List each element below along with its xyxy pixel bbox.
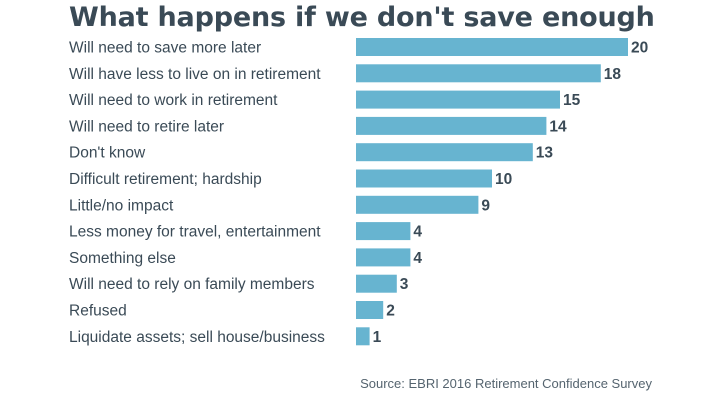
category-label: Less money for travel, entertainment: [69, 224, 321, 241]
bar: [356, 301, 384, 319]
category-label: Little/no impact: [69, 197, 174, 214]
data-label: 14: [549, 118, 567, 135]
data-label: 18: [604, 66, 622, 83]
data-label: 1: [373, 329, 382, 346]
bar: [356, 90, 560, 109]
data-label: 3: [400, 276, 409, 293]
category-label: Refused: [69, 303, 127, 320]
bar: [356, 64, 601, 83]
data-label: 2: [386, 303, 395, 320]
data-label: 13: [536, 145, 554, 162]
bar-chart: Will need to save more later 20 Will have …: [69, 38, 648, 346]
source-note: Source: EBRI 2016 Retirement Confidence …: [360, 376, 652, 391]
category-label: Liquidate assets; sell house/business: [69, 329, 325, 346]
bar: [356, 327, 370, 346]
category-label: Will need to save more later: [69, 40, 261, 57]
category-label: Will need to work in retirement: [69, 92, 278, 109]
data-label: 10: [495, 171, 512, 188]
chart-title: What happens if we don't save enough: [69, 2, 655, 33]
data-label: 15: [563, 92, 581, 109]
category-label: Will need to retire later: [69, 118, 224, 135]
data-label: 4: [413, 250, 422, 267]
bar: [356, 248, 411, 267]
bar: [356, 195, 479, 214]
bar: [356, 222, 411, 241]
data-label: 20: [631, 40, 648, 57]
bar: [356, 274, 397, 293]
bars-layer: Will need to save more later 20 Will have …: [69, 38, 648, 346]
data-label: 4: [413, 224, 422, 241]
bar: [356, 169, 492, 188]
category-label: Don't know: [69, 145, 146, 162]
category-label: Will have less to live on in retirement: [69, 66, 321, 83]
category-label: Will need to rely on family members: [69, 276, 315, 293]
category-label: Something else: [69, 250, 176, 267]
bar: [356, 143, 533, 162]
data-label: 9: [481, 197, 490, 214]
bar: [356, 116, 547, 135]
bar: [356, 38, 628, 56]
category-label: Difficult retirement; hardship: [69, 171, 262, 188]
